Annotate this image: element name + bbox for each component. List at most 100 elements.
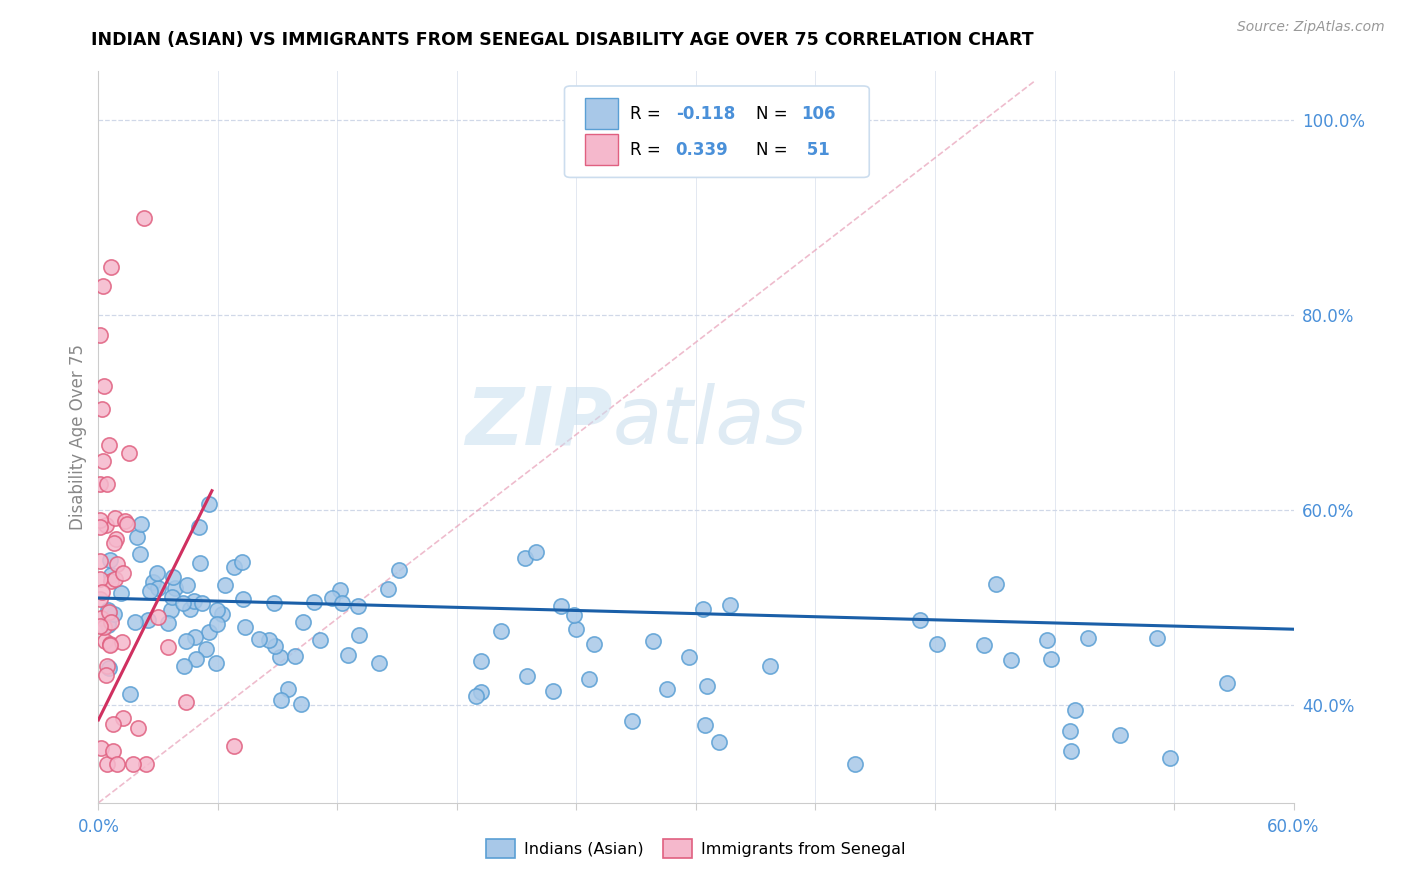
Point bbox=[844, 756, 866, 771]
Point bbox=[302, 595, 325, 609]
Point bbox=[329, 582, 352, 597]
Point bbox=[908, 614, 931, 628]
Point bbox=[247, 632, 270, 647]
Point bbox=[1060, 744, 1083, 758]
Point bbox=[470, 685, 492, 699]
Point bbox=[1108, 728, 1130, 742]
Point bbox=[565, 622, 588, 636]
Point bbox=[1059, 724, 1081, 739]
Point bbox=[1216, 676, 1239, 690]
Point bbox=[110, 586, 132, 600]
Point bbox=[148, 582, 170, 596]
FancyBboxPatch shape bbox=[585, 135, 619, 165]
Point bbox=[111, 711, 134, 725]
Point bbox=[191, 596, 214, 610]
Point bbox=[583, 637, 606, 651]
Text: Source: ZipAtlas.com: Source: ZipAtlas.com bbox=[1237, 20, 1385, 34]
Point bbox=[759, 659, 782, 673]
Point bbox=[205, 616, 228, 631]
Point bbox=[973, 638, 995, 652]
Point bbox=[89, 512, 111, 526]
Point bbox=[100, 615, 122, 629]
Point bbox=[89, 591, 111, 606]
Point bbox=[100, 574, 122, 588]
Point bbox=[564, 608, 586, 623]
Point bbox=[198, 624, 221, 639]
Point bbox=[94, 517, 117, 532]
Point bbox=[89, 618, 111, 632]
Point bbox=[984, 577, 1007, 591]
Point bbox=[90, 584, 112, 599]
Point bbox=[89, 554, 111, 568]
Point bbox=[91, 279, 114, 293]
Point bbox=[105, 532, 128, 546]
Text: R =: R = bbox=[630, 141, 666, 159]
Point bbox=[1039, 652, 1062, 666]
Point bbox=[308, 632, 330, 647]
Point bbox=[174, 634, 197, 648]
Y-axis label: Disability Age Over 75: Disability Age Over 75 bbox=[69, 344, 87, 530]
Point bbox=[98, 661, 121, 675]
Text: 51: 51 bbox=[801, 141, 830, 159]
Point bbox=[232, 591, 254, 606]
Point bbox=[91, 402, 114, 417]
Point bbox=[146, 609, 169, 624]
Point bbox=[176, 577, 198, 591]
Point bbox=[194, 642, 217, 657]
Text: N =: N = bbox=[756, 141, 793, 159]
Point bbox=[550, 599, 572, 613]
Point bbox=[464, 690, 486, 704]
Point bbox=[89, 327, 111, 342]
Point bbox=[621, 714, 644, 728]
Point bbox=[211, 607, 233, 621]
Point bbox=[105, 557, 128, 571]
Point bbox=[516, 669, 538, 683]
Point bbox=[139, 584, 162, 599]
Point bbox=[118, 446, 141, 460]
Point bbox=[709, 735, 731, 749]
Point bbox=[156, 616, 179, 631]
Point bbox=[97, 615, 120, 630]
Point bbox=[103, 744, 125, 758]
Point bbox=[524, 545, 547, 559]
Point bbox=[330, 595, 353, 609]
Point bbox=[513, 550, 536, 565]
Point bbox=[91, 454, 114, 468]
Point bbox=[198, 497, 221, 511]
Point bbox=[111, 635, 134, 649]
Point bbox=[98, 553, 121, 567]
Point bbox=[183, 631, 205, 645]
Point bbox=[97, 603, 120, 617]
Point bbox=[100, 568, 122, 582]
Point bbox=[103, 535, 125, 549]
Point bbox=[135, 756, 157, 771]
Point bbox=[146, 566, 169, 580]
Point bbox=[94, 634, 117, 648]
Point bbox=[269, 649, 291, 664]
Point bbox=[1159, 751, 1181, 765]
Point bbox=[132, 211, 155, 225]
Point bbox=[692, 602, 714, 616]
Point bbox=[347, 599, 370, 613]
Point bbox=[162, 570, 184, 584]
Point bbox=[231, 555, 253, 569]
Point bbox=[263, 639, 285, 653]
Point bbox=[183, 594, 205, 608]
Point bbox=[90, 610, 112, 624]
Point bbox=[142, 575, 165, 590]
Point bbox=[96, 756, 118, 771]
Point bbox=[263, 596, 285, 610]
Point bbox=[222, 739, 245, 754]
Point bbox=[257, 632, 280, 647]
Point bbox=[96, 658, 118, 673]
Point bbox=[187, 520, 209, 534]
Point bbox=[470, 654, 492, 668]
Text: ZIP: ZIP bbox=[465, 384, 613, 461]
Text: 106: 106 bbox=[801, 104, 835, 123]
Point bbox=[136, 614, 159, 628]
Point bbox=[543, 684, 565, 698]
FancyBboxPatch shape bbox=[585, 98, 619, 129]
Point bbox=[172, 597, 194, 611]
Point bbox=[125, 530, 148, 544]
Point bbox=[160, 603, 183, 617]
